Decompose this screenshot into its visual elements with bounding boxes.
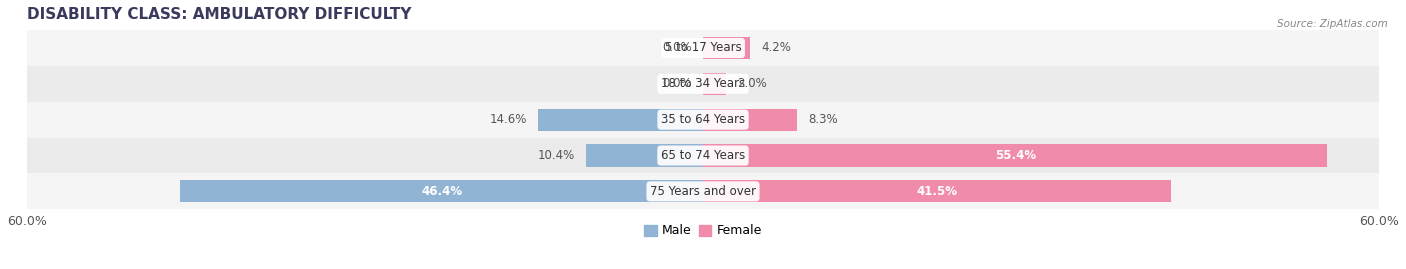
Text: Source: ZipAtlas.com: Source: ZipAtlas.com (1277, 19, 1388, 29)
Bar (27, 138, 1379, 174)
Text: 55.4%: 55.4% (994, 149, 1036, 162)
Text: 10.4%: 10.4% (537, 149, 575, 162)
Bar (27, 66, 1379, 102)
Text: 46.4%: 46.4% (420, 185, 463, 198)
Text: 14.6%: 14.6% (489, 113, 527, 126)
Text: 18 to 34 Years: 18 to 34 Years (661, 77, 745, 90)
Bar (703, 144, 1327, 167)
Legend: Male, Female: Male, Female (640, 220, 766, 242)
Text: 4.2%: 4.2% (762, 41, 792, 55)
Text: 8.3%: 8.3% (808, 113, 838, 126)
Text: 75 Years and over: 75 Years and over (650, 185, 756, 198)
Text: 35 to 64 Years: 35 to 64 Years (661, 113, 745, 126)
Bar (27, 30, 1379, 66)
Text: 0.0%: 0.0% (662, 41, 692, 55)
Bar (703, 37, 751, 59)
Bar (538, 109, 703, 131)
Bar (586, 144, 703, 167)
Bar (703, 180, 1171, 203)
Bar (27, 102, 1379, 138)
Bar (27, 174, 1379, 209)
Text: 0.0%: 0.0% (662, 77, 692, 90)
Text: 41.5%: 41.5% (917, 185, 957, 198)
Text: 5 to 17 Years: 5 to 17 Years (665, 41, 741, 55)
Text: 2.0%: 2.0% (737, 77, 766, 90)
Bar (180, 180, 703, 203)
Text: 65 to 74 Years: 65 to 74 Years (661, 149, 745, 162)
Bar (703, 73, 725, 95)
Bar (703, 109, 797, 131)
Text: DISABILITY CLASS: AMBULATORY DIFFICULTY: DISABILITY CLASS: AMBULATORY DIFFICULTY (27, 7, 412, 22)
